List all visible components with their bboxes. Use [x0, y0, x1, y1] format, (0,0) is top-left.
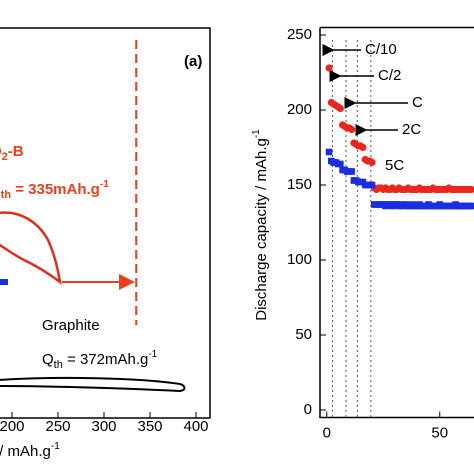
- point: [368, 158, 376, 167]
- point: [467, 185, 474, 194]
- text: ity / mAh.g: [0, 443, 51, 460]
- point: [325, 148, 333, 156]
- rate-label: C/2: [378, 67, 401, 84]
- graphite-capacity: Qth = 372mAh.g-1: [42, 349, 158, 371]
- y-axis-label: Discharge capacity / mAh.g-1: [251, 129, 270, 321]
- red-curve: [0, 211, 62, 285]
- text: Q: [0, 181, 1, 198]
- x-tick-label: 400: [183, 418, 208, 435]
- point: [325, 64, 333, 72]
- y-tick-label: 100: [287, 251, 312, 268]
- rate-label: C/10: [365, 41, 397, 58]
- y-tick-label: 0: [304, 401, 312, 418]
- point: [468, 202, 474, 210]
- y-tick-label: 250: [287, 26, 312, 43]
- capacity-label: Qth = 335mAh.g-1: [0, 179, 109, 201]
- text: O: [0, 143, 2, 160]
- rate-label: 2C: [402, 121, 421, 138]
- x-axis-label: ity / mAh.g-1: [0, 441, 60, 460]
- text: 2: [2, 151, 8, 163]
- graphite-label: Graphite: [42, 317, 100, 334]
- point: [368, 181, 376, 189]
- panel-label: (a): [184, 53, 202, 70]
- text: th: [1, 189, 12, 201]
- y-tick-label: 150: [287, 176, 312, 193]
- rate-label: C: [412, 94, 423, 111]
- y-tick-label: 50: [295, 326, 312, 343]
- text: th: [54, 359, 63, 371]
- point: [336, 104, 344, 113]
- text: -1: [100, 179, 109, 190]
- text: Q: [42, 351, 54, 368]
- text: Discharge capacity / mAh.g: [253, 138, 270, 321]
- material-label: O2-B: [0, 143, 24, 163]
- text: -1: [251, 129, 262, 138]
- y-tick-label: 200: [287, 101, 312, 118]
- blue-fragment: [0, 279, 8, 285]
- x-tick-label: 200: [0, 418, 25, 435]
- point: [348, 125, 356, 134]
- text: = 372mAh.g: [63, 351, 148, 368]
- text: -B: [8, 143, 24, 160]
- text: -1: [51, 441, 60, 452]
- right-frame: [319, 26, 474, 419]
- x-tick-label: 300: [91, 418, 116, 435]
- left-panel: (a) O2-B Qth = 335mAh.g-1 Graphite Qth =…: [0, 53, 202, 460]
- x-tick-label: 50: [431, 424, 448, 441]
- text: = 335mAh.g: [11, 181, 100, 198]
- point: [348, 168, 355, 175]
- graphite-curve: [0, 376, 186, 393]
- x-tick-label: 250: [45, 418, 70, 435]
- point: [337, 160, 344, 168]
- x-tick-label: 350: [137, 418, 162, 435]
- rate-label: 5C: [385, 157, 404, 174]
- text: -1: [148, 349, 157, 360]
- point: [359, 143, 367, 152]
- x-tick-label: 0: [323, 424, 331, 441]
